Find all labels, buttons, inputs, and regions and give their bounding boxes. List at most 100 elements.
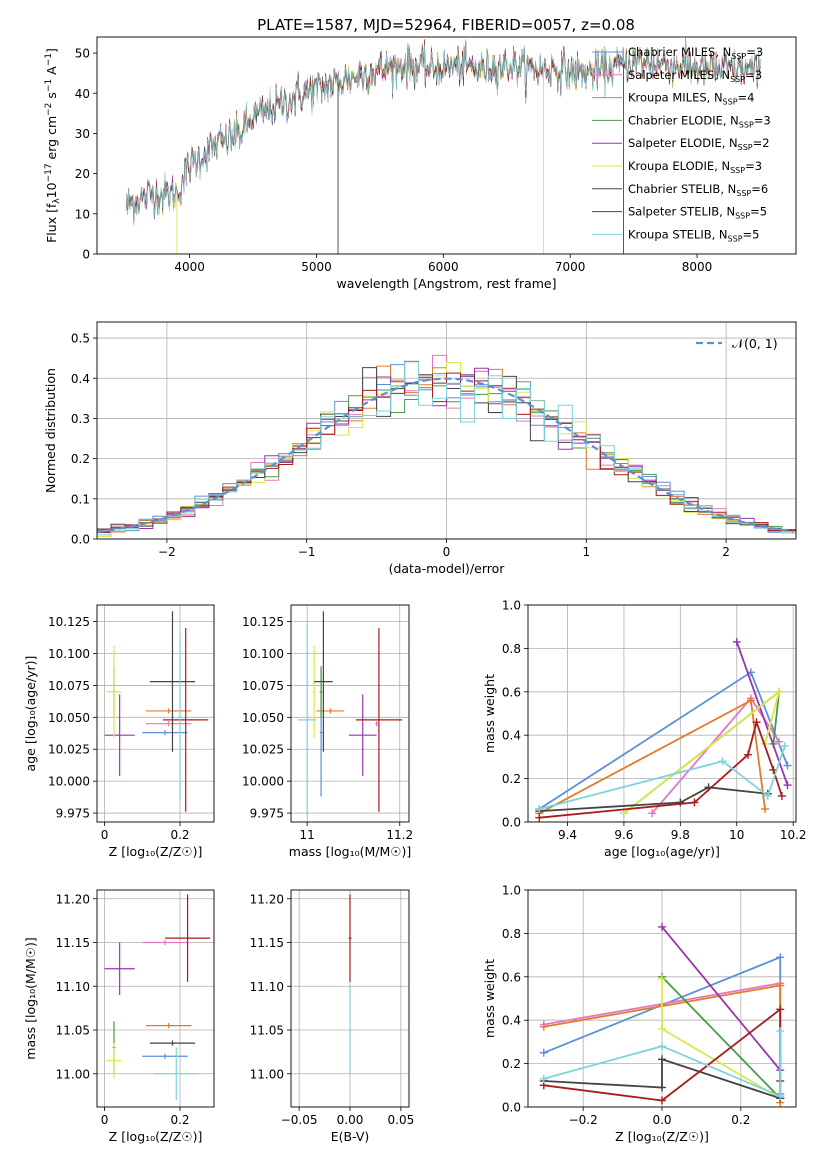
y-tick-label: 11.20 <box>56 892 90 906</box>
y-axis-label: mass [log₁₀(M/M☉)] <box>23 937 38 1059</box>
y-tick-label: 0.2 <box>502 772 521 786</box>
y-tick-label: 10.100 <box>48 647 90 661</box>
legend-label-chabrier_stelib: Chabrier STELIB, NSSP=6 <box>628 182 768 198</box>
axes-frame <box>290 604 410 823</box>
x-tick-label: 0.00 <box>337 1113 364 1127</box>
y-tick-label: 11.05 <box>250 1024 284 1038</box>
y-tick-label: 9.975 <box>250 807 284 821</box>
plot-area-age_vs_mass <box>291 605 409 822</box>
weight-marker-salpeter_miles <box>775 737 784 746</box>
x-axis-label: (data-model)/error <box>389 561 506 576</box>
weight-marker-kroupa_miles <box>760 804 769 813</box>
y-tick-label: 1.0 <box>502 599 521 613</box>
histogram-kroupa_stelib <box>97 361 796 539</box>
y-tick-label: 0.8 <box>502 927 521 941</box>
x-tick-label: 0 <box>443 545 451 559</box>
y-tick-label: 11.00 <box>56 1067 90 1081</box>
weight-line-salpeter_miles <box>651 696 780 814</box>
weight-marker-salpeter_stelib <box>777 791 786 800</box>
y-tick-label: 11.00 <box>250 1067 284 1081</box>
y-tick-label: 0.4 <box>502 729 521 743</box>
x-tick-label: 9.6 <box>614 828 633 842</box>
y-tick-label: 10.125 <box>48 615 90 629</box>
axes-frame <box>527 604 797 823</box>
legend-label-chabrier_miles: Chabrier MILES, NSSP=3 <box>628 45 763 61</box>
weight-marker-chabrier_miles <box>776 953 785 962</box>
y-tick-label: 10.075 <box>242 679 284 693</box>
weight-line-kroupa_stelib <box>539 745 786 810</box>
y-axis-label: Flux [fλ10−17 erg cm−2 s−1 A−1] <box>44 48 62 243</box>
weight-line-chabrier_stelib <box>539 786 768 812</box>
weight-marker-kroupa_miles <box>776 981 785 990</box>
axes-frame <box>527 889 797 1108</box>
y-tick-label: 10 <box>75 207 90 221</box>
y-tick-label: 11.20 <box>250 892 284 906</box>
axes-frame <box>290 889 410 1108</box>
weight-line-kroupa_stelib <box>543 1031 782 1098</box>
plot-area-residuals <box>97 322 796 539</box>
weight-marker-salpeter_stelib <box>776 1005 785 1014</box>
x-axis-label: Z [log₁₀(Z/Z☉)] <box>109 844 203 859</box>
x-tick-label: 11.2 <box>386 828 413 842</box>
x-tick-label: 9.8 <box>671 828 690 842</box>
y-tick-label: 11.10 <box>250 980 284 994</box>
y-tick-label: 10.100 <box>242 647 284 661</box>
y-tick-label: 50 <box>75 47 90 61</box>
x-tick-label: 1 <box>582 545 590 559</box>
x-axis-label: mass [log₁₀(M/M☉)] <box>289 844 411 859</box>
y-tick-label: 0.4 <box>71 372 90 386</box>
x-tick-label: 10.2 <box>780 828 807 842</box>
spectrum-line-kroupa_stelib <box>125 37 761 223</box>
plot-area-weight_vs_age <box>528 605 796 822</box>
y-tick-label: 0.0 <box>502 816 521 830</box>
x-tick-label: 0 <box>101 1113 109 1127</box>
weight-marker-kroupa_elodie <box>658 1024 666 1033</box>
weight-marker-salpeter_stelib <box>752 718 761 727</box>
weight-line-salpeter_elodie <box>661 926 781 1071</box>
x-tick-label: 0.2 <box>170 828 189 842</box>
x-axis-label: E(B-V) <box>331 1129 370 1144</box>
weight-marker-kroupa_miles <box>539 1022 548 1031</box>
y-axis-label: Normed distribution <box>43 368 58 493</box>
weight-marker-kroupa_miles <box>746 696 755 705</box>
weight-line-chabrier_stelib <box>543 1058 781 1100</box>
normal-reference-curve <box>97 377 794 534</box>
y-tick-label: 10.025 <box>242 743 284 757</box>
weight-line-chabrier_miles <box>538 670 789 810</box>
weight-marker-kroupa_stelib <box>780 742 789 751</box>
x-tick-label: 11 <box>300 828 315 842</box>
weight-marker-salpeter_stelib <box>744 750 753 759</box>
figure-title: PLATE=1587, MJD=52964, FIBERID=0057, z=0… <box>257 16 635 34</box>
x-axis-label: wavelength [Angstrom, rest frame] <box>336 276 556 291</box>
x-tick-label: 5000 <box>301 260 332 274</box>
x-tick-label: 9.4 <box>558 828 577 842</box>
y-tick-label: 11.15 <box>250 936 284 950</box>
weight-marker-kroupa_stelib <box>658 1042 666 1051</box>
weight-marker-kroupa_stelib <box>535 804 544 813</box>
weight-marker-salpeter_stelib <box>658 1096 666 1105</box>
weight-line-salpeter_elodie <box>735 641 789 786</box>
axes-frame <box>96 36 797 255</box>
plot-area-weight_vs_Z <box>528 890 796 1107</box>
weight-line-chabrier_elodie <box>661 976 781 1099</box>
x-axis-label: age [log₁₀(age/yr)] <box>604 844 720 859</box>
y-tick-label: 0.3 <box>71 412 90 426</box>
weight-line-kroupa_miles <box>538 699 766 815</box>
axes-frame <box>96 889 215 1108</box>
y-tick-label: 11.05 <box>56 1024 90 1038</box>
weight-marker-salpeter_stelib <box>535 813 544 822</box>
x-tick-label: −2 <box>158 545 176 559</box>
y-tick-label: 0.2 <box>502 1057 521 1071</box>
y-axis-label: age [log₁₀(age/yr)] <box>23 656 38 772</box>
weight-marker-salpeter_elodie <box>732 637 741 646</box>
y-tick-label: 0.2 <box>71 452 90 466</box>
plot-area-age_vs_Z <box>97 605 214 822</box>
weight-marker-chabrier_stelib <box>658 1083 666 1092</box>
legend-label-kroupa_miles: Kroupa MILES, NSSP=4 <box>628 91 754 107</box>
x-tick-label: 0.2 <box>731 1113 750 1127</box>
weight-marker-kroupa_stelib <box>776 1092 785 1101</box>
y-tick-label: 10.000 <box>48 775 90 789</box>
legend-label-salpeter_stelib: Salpeter STELIB, NSSP=5 <box>628 205 767 221</box>
panel-age_vs_mass: 11 11.2 9.975 10.000 10.025 10.050 10.075 10.10… <box>242 604 413 859</box>
x-axis-label: Z [log₁₀(Z/Z☉)] <box>615 1129 709 1144</box>
